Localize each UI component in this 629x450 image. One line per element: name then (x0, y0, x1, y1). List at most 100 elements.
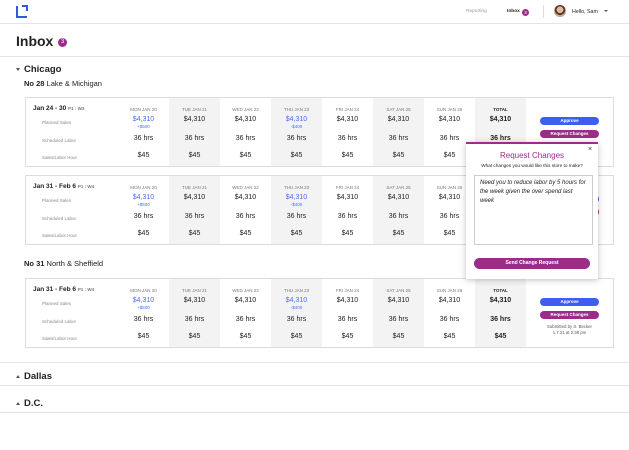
column-shade (271, 98, 322, 166)
planned-sales: $4,310 (183, 116, 206, 123)
column-header: SAT JAN 25 (386, 288, 411, 293)
week-period: P1 : W4 (77, 287, 95, 292)
column-shade (271, 279, 322, 347)
region-toggle[interactable] (16, 402, 20, 405)
week-range: Jan 31 - Feb 6 (33, 286, 76, 293)
week-range: Jan 24 - 30 (33, 105, 67, 112)
column-header: THU JAN 23 (283, 107, 310, 112)
scheduled-labor: 36 hrs (133, 316, 154, 323)
column-header: MON JAN 20 (130, 288, 157, 293)
sales-per-labor: $45 (443, 152, 456, 159)
sales-delta: +$500 (137, 305, 150, 310)
column-shade (271, 176, 322, 244)
caret[interactable] (604, 10, 608, 12)
planned-sales: $4,310 (285, 297, 308, 304)
planned-sales: $4,310 (438, 297, 461, 304)
popup-title: Request Changes (499, 151, 565, 160)
change-textarea[interactable]: Need you to reduce labor by 5 hours for … (474, 175, 593, 245)
divider (0, 362, 629, 363)
column-header: MON JAN 20 (130, 107, 157, 112)
planned-sales: $4,310 (438, 116, 461, 123)
scheduled-labor: 36 hrs (337, 135, 358, 142)
column-header: FRI JAN 24 (335, 185, 360, 190)
divider (0, 56, 629, 57)
greeting[interactable]: Hello, Sam (572, 9, 598, 15)
avatar[interactable] (554, 5, 566, 17)
row-label: Planned Sales (42, 198, 72, 203)
divider (0, 385, 629, 386)
request-changes-popup: × Request Changes What changes you would l… (466, 142, 598, 279)
sales-per-labor: $45 (290, 230, 303, 237)
logo-mark (22, 5, 28, 11)
sales-per-labor: $45 (392, 230, 405, 237)
store-number: No 28 (24, 79, 45, 88)
approve-button[interactable]: Approve (540, 117, 599, 125)
column-shade (373, 98, 424, 166)
store-number: No 31 (24, 259, 45, 268)
approve-button[interactable]: Approve (540, 298, 599, 306)
nav-inbox[interactable]: Inbox (507, 9, 520, 14)
column-header: FRI JAN 24 (335, 107, 360, 112)
row-label: Sales/Labor Hour (42, 155, 78, 160)
column-header: TUE JAN 21 (181, 185, 207, 190)
scheduled-labor: 36 hrs (439, 316, 460, 323)
planned-sales: $4,310 (234, 194, 257, 201)
scheduled-labor: 36 hrs (388, 316, 409, 323)
week-period: P1 : W3 (68, 106, 85, 111)
planned-sales: $4,310 (132, 194, 155, 201)
scheduled-labor: 36 hrs (490, 135, 511, 142)
nav-badge: 3 (522, 8, 529, 16)
row-label: Scheduled Labor (42, 319, 77, 324)
region-name[interactable]: Dallas (24, 371, 52, 382)
planned-sales: $4,310 (234, 297, 257, 304)
sales-per-labor: $45 (188, 152, 201, 159)
close-button[interactable]: × (588, 146, 593, 153)
planned-sales: $4,310 (489, 297, 512, 304)
region-name[interactable]: Chicago (24, 64, 62, 75)
sales-per-labor: $45 (239, 152, 252, 159)
sales-delta: -$400 (290, 124, 303, 129)
sales-per-labor: $45 (443, 333, 456, 340)
planned-sales: $4,310 (387, 297, 410, 304)
logo[interactable] (16, 6, 27, 18)
sales-per-labor: $45 (239, 230, 252, 237)
row-label: Sales/Labor Hour (42, 336, 78, 341)
region-toggle[interactable] (16, 68, 20, 71)
column-shade (475, 279, 526, 347)
scheduled-labor: 36 hrs (286, 213, 307, 220)
column-header: THU JAN 23 (283, 185, 310, 190)
sales-per-labor: $45 (290, 152, 303, 159)
page-title: Inbox (16, 33, 54, 49)
popup-prompt: What changes you would like this store t… (481, 163, 583, 168)
planned-sales: $4,310 (183, 194, 206, 201)
column-shade (169, 279, 220, 347)
region-name[interactable]: D.C. (24, 398, 43, 409)
scheduled-labor: 36 hrs (235, 316, 256, 323)
store-name: North & Sheffield (46, 259, 104, 268)
planned-sales: $4,310 (336, 297, 359, 304)
region-toggle[interactable] (16, 375, 20, 378)
scheduled-labor: 36 hrs (388, 213, 409, 220)
title-badge: 3 (58, 38, 67, 47)
row-label: Scheduled Labor (42, 216, 77, 221)
planned-sales: $4,310 (489, 116, 512, 123)
request-changes-button[interactable]: Request Changes (540, 311, 599, 319)
sales-delta: -$400 (290, 305, 303, 310)
column-header: SAT JAN 25 (386, 185, 411, 190)
scheduled-labor: 36 hrs (235, 213, 256, 220)
scheduled-labor: 36 hrs (184, 316, 205, 323)
nav-reporting[interactable]: Reporting (466, 9, 487, 14)
column-shade (373, 176, 424, 244)
planned-sales: $4,310 (285, 194, 308, 201)
column-header: WED JAN 22 (232, 185, 259, 190)
planned-sales: $4,310 (336, 194, 359, 201)
scheduled-labor: 36 hrs (184, 135, 205, 142)
row-label: Scheduled Labor (42, 138, 77, 143)
sales-per-labor: $45 (137, 333, 150, 340)
scheduled-labor: 36 hrs (286, 316, 307, 323)
column-header: TUE JAN 21 (181, 107, 207, 112)
column-header: TOTAL (493, 288, 508, 293)
planned-sales: $4,310 (183, 297, 206, 304)
send-button[interactable]: Send Change Request (474, 258, 590, 269)
request-changes-button[interactable]: Request Changes (540, 130, 599, 138)
